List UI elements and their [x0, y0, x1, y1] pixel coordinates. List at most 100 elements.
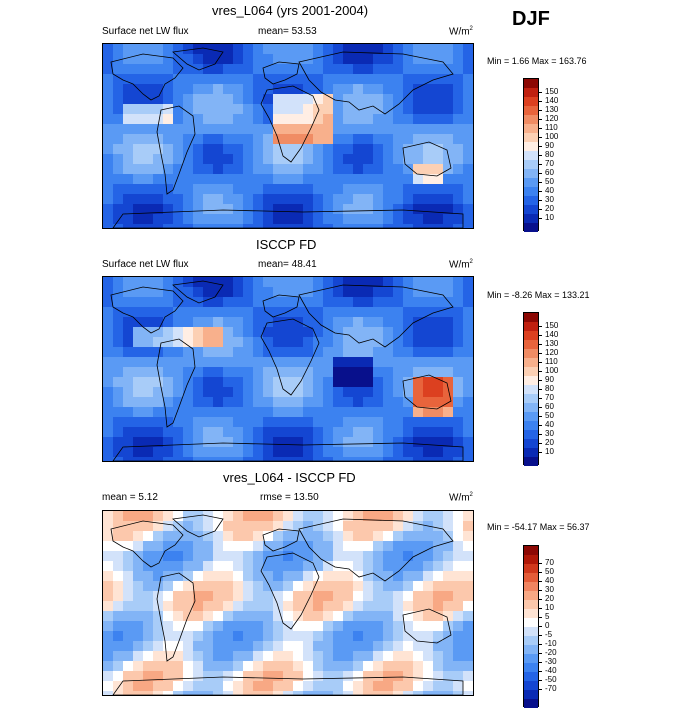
map-cell [403, 671, 414, 682]
map-cell [383, 611, 394, 622]
map-cell [283, 64, 294, 75]
map-cell [153, 531, 164, 542]
map-cell [203, 347, 214, 358]
map-cell [133, 377, 144, 388]
panel-3-colorbar-tick [539, 662, 542, 663]
map-cell [363, 671, 374, 682]
panel-3-colorbar-tick [539, 599, 542, 600]
map-cell [303, 367, 314, 378]
map-cell [213, 84, 224, 95]
map-cell [213, 297, 224, 308]
map-cell [223, 551, 234, 562]
map-cell [233, 621, 244, 632]
map-cell [323, 124, 334, 135]
map-cell [303, 144, 314, 155]
map-cell [223, 681, 234, 692]
map-cell [103, 337, 114, 348]
map-cell [143, 287, 154, 298]
panel-2-colorbar-label: 140 [545, 329, 559, 339]
map-cell [103, 671, 114, 682]
map-cell [263, 74, 274, 85]
map-cell [413, 144, 424, 155]
map-cell [393, 387, 404, 398]
map-cell [163, 64, 174, 75]
map-cell [203, 54, 214, 65]
map-cell [433, 327, 444, 338]
map-cell [113, 114, 124, 125]
map-cell [413, 124, 424, 135]
map-cell [463, 224, 473, 228]
map-cell [323, 671, 334, 682]
panel-1-colorbar-tick [539, 172, 542, 174]
map-cell [193, 541, 204, 552]
map-cell [303, 134, 314, 145]
map-cell [193, 397, 204, 408]
map-cell [113, 661, 124, 672]
panel-2-colorbar-segment [524, 358, 538, 367]
map-cell [273, 457, 284, 461]
map-cell [263, 641, 274, 652]
map-cell [403, 44, 414, 55]
map-cell [443, 521, 454, 532]
map-cell [463, 641, 473, 652]
map-cell [193, 437, 204, 448]
map-cell [463, 327, 473, 338]
map-cell [223, 651, 234, 662]
map-cell [103, 184, 114, 195]
map-cell [143, 651, 154, 662]
map-cell [433, 581, 444, 592]
map-cell [183, 561, 194, 572]
map-cell [333, 194, 344, 205]
map-cell [103, 417, 114, 428]
map-cell [443, 377, 454, 388]
panel-2-colorbar-segment [524, 457, 538, 466]
map-cell [103, 357, 114, 368]
map-cell [213, 621, 224, 632]
map-cell [343, 671, 354, 682]
map-cell [123, 104, 134, 115]
map-cell [463, 651, 473, 662]
map-cell [313, 531, 324, 542]
map-cell [423, 397, 434, 408]
map-cell [353, 347, 364, 358]
panel-3-colorbar-tick [539, 635, 542, 636]
panel-2-colorbar-segment [524, 349, 538, 358]
panel-3-colorbar-label: -50 [545, 675, 557, 684]
map-cell [193, 224, 204, 228]
map-cell [443, 571, 454, 582]
map-cell [253, 561, 264, 572]
map-cell [223, 571, 234, 582]
map-cell [253, 164, 264, 175]
map-cell [463, 671, 473, 682]
map-cell [413, 297, 424, 308]
coastline [172, 514, 224, 538]
map-cell [363, 224, 374, 228]
map-cell [363, 317, 374, 328]
map-cell [183, 407, 194, 418]
map-cell [233, 154, 244, 165]
map-cell [423, 651, 434, 662]
map-cell [323, 287, 334, 298]
map-cell [143, 447, 154, 458]
panel-1-colorbar-box [523, 78, 539, 232]
map-cell [183, 417, 194, 428]
map-cell [363, 651, 374, 662]
map-cell [253, 184, 264, 195]
map-cell [273, 671, 284, 682]
map-cell [263, 681, 274, 692]
map-cell [373, 407, 384, 418]
map-cell [273, 84, 284, 95]
panel-3-colorbar-tick [539, 608, 542, 609]
map-cell [143, 124, 154, 135]
map-cell [173, 531, 184, 542]
map-cell [263, 184, 274, 195]
map-cell [423, 114, 434, 125]
map-cell [433, 54, 444, 65]
map-cell [213, 307, 224, 318]
map-cell [173, 64, 184, 75]
map-cell [373, 621, 384, 632]
map-cell [173, 407, 184, 418]
map-cell [353, 164, 364, 175]
map-cell [333, 407, 344, 418]
map-cell [183, 307, 194, 318]
